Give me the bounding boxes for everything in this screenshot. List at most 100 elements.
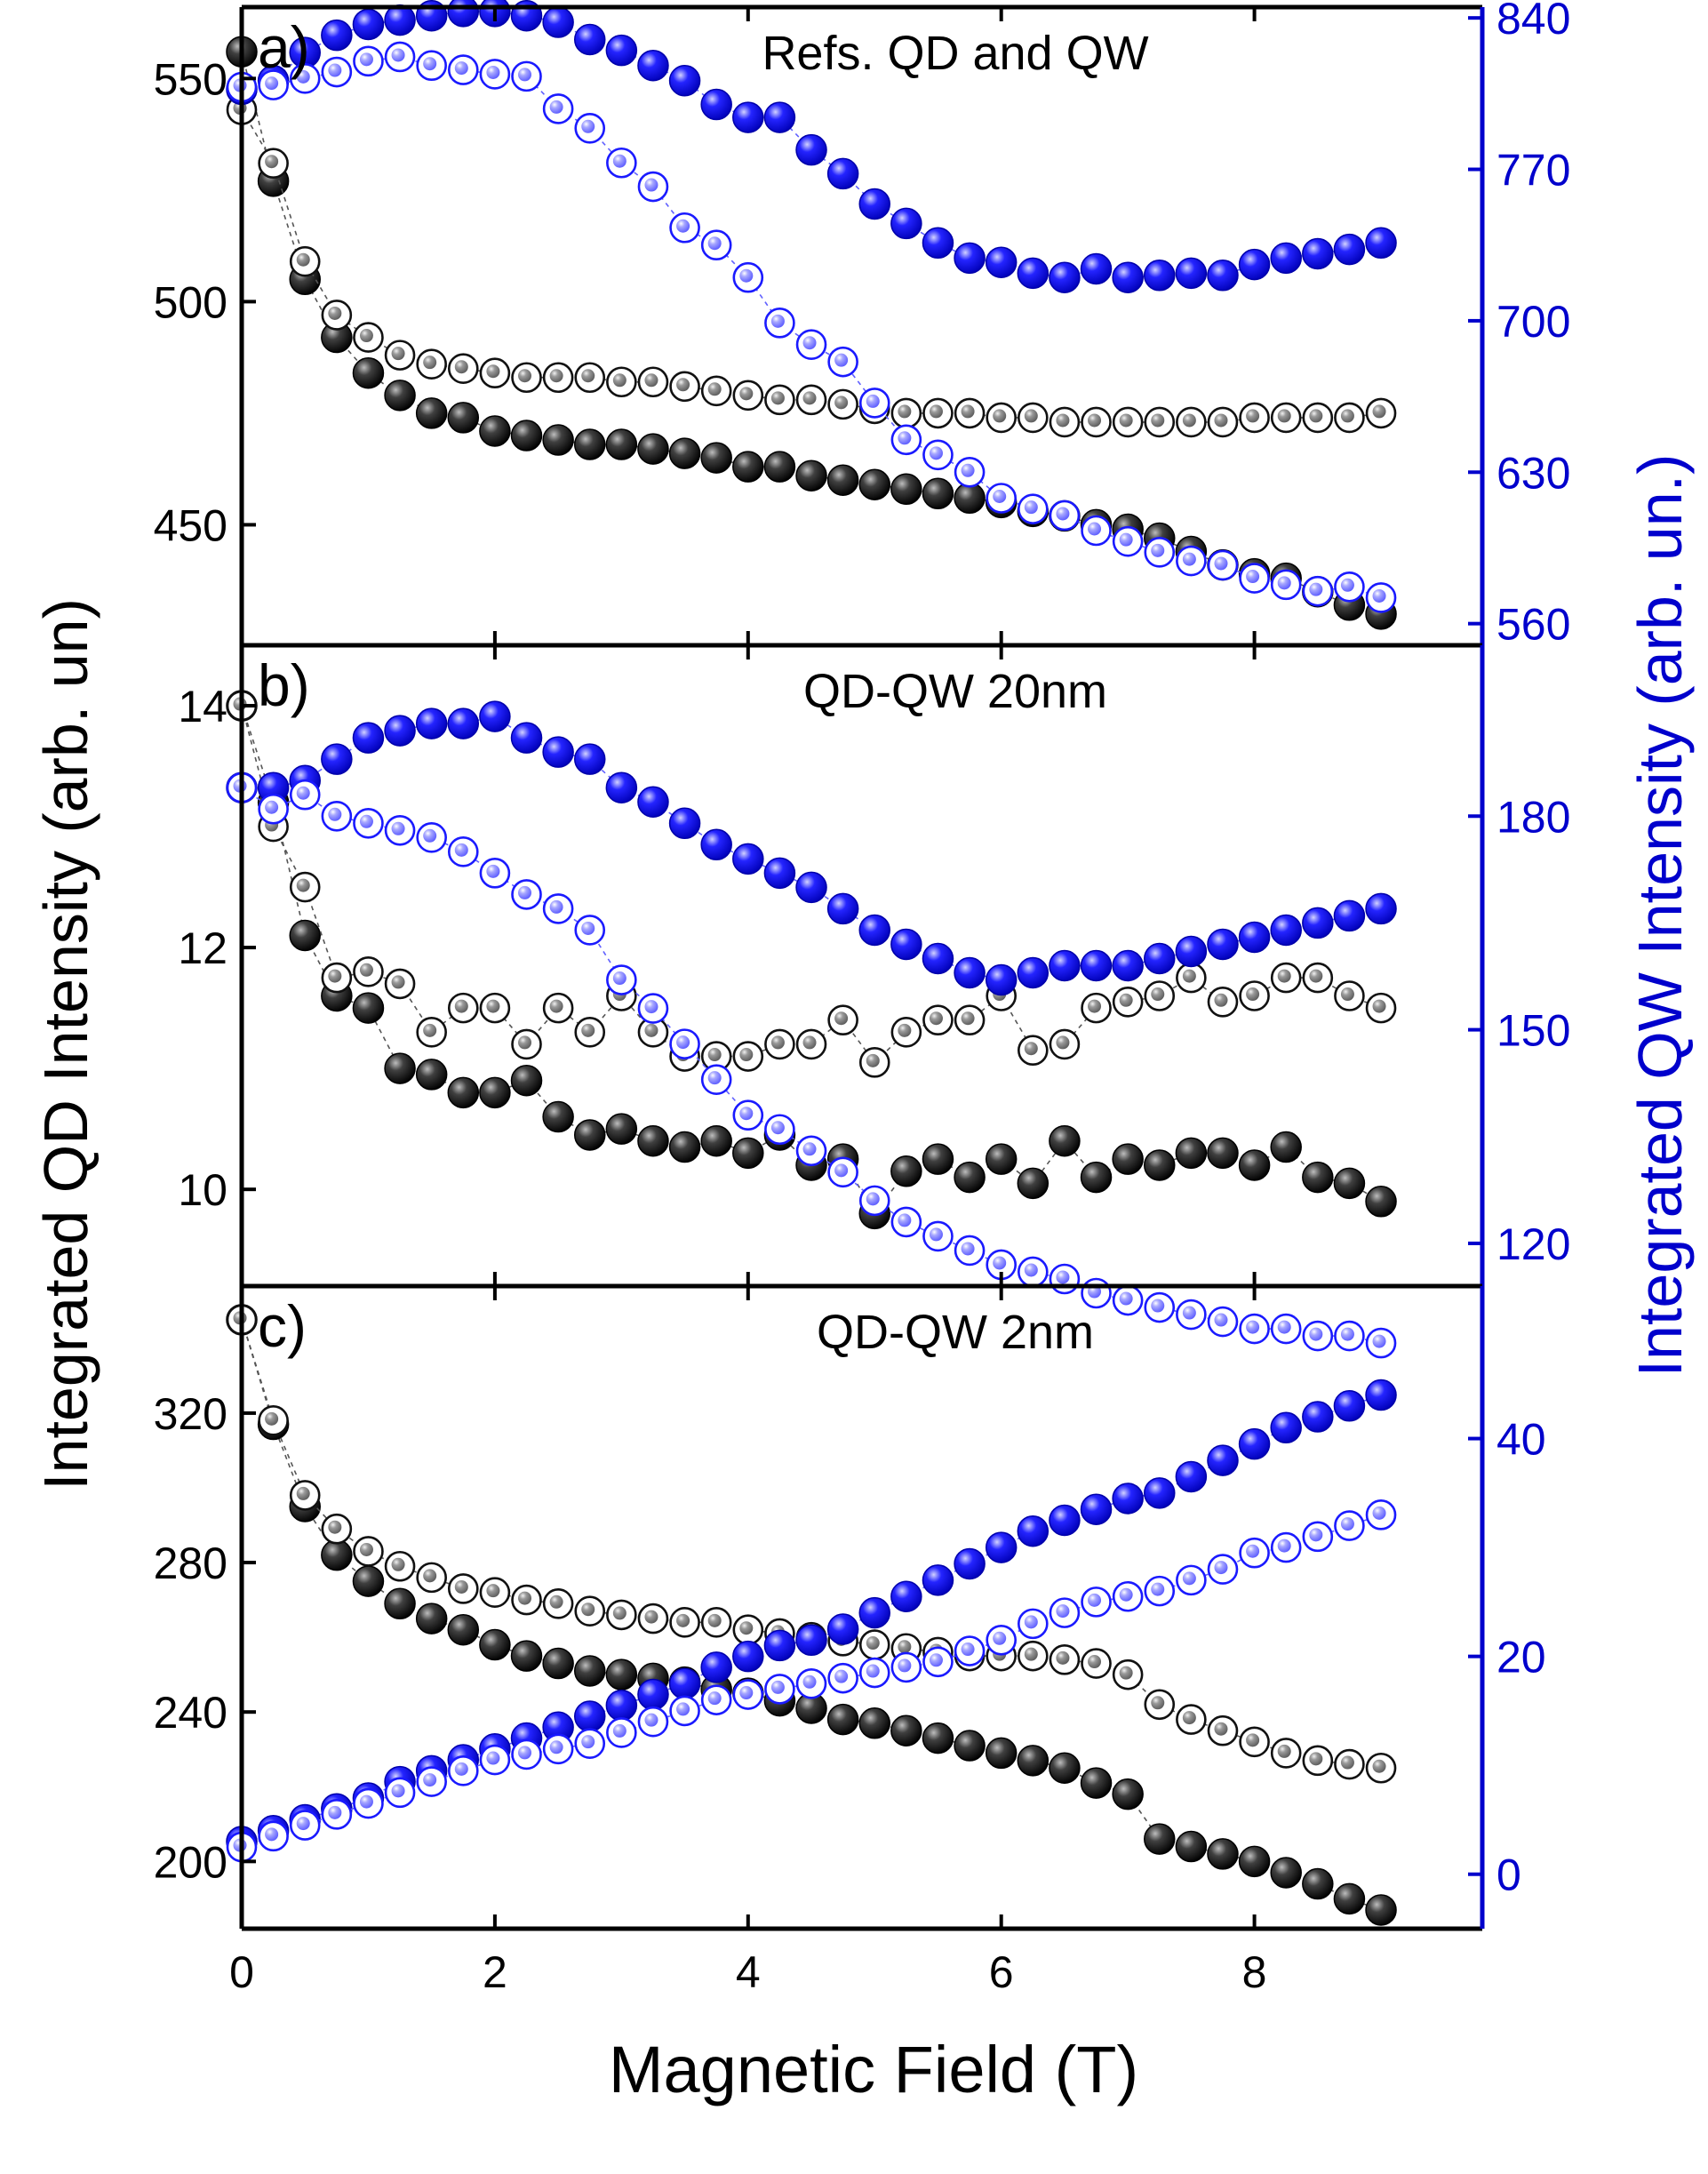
- data-point: [1334, 1748, 1365, 1780]
- data-point-inner-dot: [802, 336, 817, 350]
- data-point: [922, 397, 954, 429]
- data-point-marker: [890, 1155, 922, 1187]
- data-point: [858, 914, 890, 947]
- data-point-marker: [637, 433, 669, 465]
- data-point-inner-dot: [1277, 409, 1291, 423]
- data-point: [258, 148, 289, 180]
- data-point-inner-dot: [1246, 987, 1260, 1002]
- data-point-inner-dot: [549, 1740, 563, 1754]
- data-point-inner-dot: [1246, 1544, 1260, 1558]
- data-point-marker: [858, 468, 890, 500]
- data-point: [954, 242, 986, 275]
- data-point: [1049, 1028, 1081, 1060]
- data-point-marker: [1112, 1143, 1144, 1175]
- data-point: [669, 212, 700, 244]
- data-point: [1207, 1137, 1239, 1170]
- data-point: [511, 879, 542, 910]
- data-point: [637, 1125, 669, 1157]
- y-axis-label-right: Integrated QW Intensity (arb. un.): [1625, 454, 1695, 1378]
- data-point: [1302, 237, 1334, 270]
- data-point: [700, 229, 732, 261]
- data-point: [1238, 1427, 1271, 1460]
- series-qd-open: [226, 1304, 1397, 1784]
- data-point: [415, 397, 448, 429]
- data-point-inner-dot: [328, 63, 342, 77]
- data-point: [384, 41, 416, 73]
- data-point: [1238, 248, 1271, 281]
- data-point: [605, 34, 638, 67]
- data-point: [573, 23, 606, 56]
- data-point: [573, 1700, 606, 1732]
- data-point-marker: [321, 743, 353, 775]
- data-point: [542, 1587, 574, 1619]
- data-point-marker: [1175, 1830, 1208, 1863]
- data-point-marker: [1207, 1444, 1239, 1476]
- data-point: [510, 1064, 543, 1097]
- data-point: [954, 456, 986, 488]
- data-point-inner-dot: [770, 1121, 785, 1135]
- data-point-inner-dot: [644, 1610, 658, 1624]
- data-point: [1081, 406, 1112, 438]
- data-point-inner-dot: [929, 1011, 943, 1026]
- data-point-marker: [542, 1100, 574, 1133]
- data-point-inner-dot: [518, 1035, 532, 1050]
- data-point-inner-dot: [454, 999, 468, 1013]
- data-point-marker: [1017, 257, 1050, 290]
- data-point: [668, 1667, 701, 1700]
- data-point: [542, 893, 574, 924]
- data-point: [1207, 987, 1239, 1018]
- data-point: [1334, 571, 1365, 603]
- data-point-inner-dot: [1309, 409, 1323, 423]
- data-point: [795, 384, 827, 416]
- data-point: [321, 1799, 353, 1830]
- data-point: [542, 362, 574, 394]
- data-point: [605, 1658, 638, 1690]
- data-point: [858, 1596, 890, 1629]
- data-point-inner-dot: [1182, 413, 1196, 428]
- data-point-inner-dot: [454, 360, 468, 374]
- data-point: [511, 1738, 542, 1770]
- data-point: [954, 1730, 986, 1762]
- panel-3: 200 240 280 320 0 20 40 c) QD-QW 2nm: [154, 1283, 1546, 1931]
- data-point: [1018, 493, 1049, 524]
- data-point: [890, 1155, 922, 1187]
- data-point: [795, 1624, 827, 1657]
- data-point: [1144, 1575, 1176, 1607]
- data-point-marker: [700, 88, 732, 121]
- series-qw-open: [226, 1499, 1397, 1863]
- data-point: [732, 1041, 764, 1072]
- y-left-tick-label: 12: [178, 923, 227, 973]
- data-point-inner-dot: [486, 1751, 500, 1765]
- data-point: [922, 439, 954, 471]
- data-point: [1333, 1167, 1366, 1200]
- data-point-marker: [1112, 261, 1144, 293]
- data-point-inner-dot: [518, 68, 532, 82]
- data-point-marker: [542, 736, 574, 768]
- data-point: [826, 1703, 859, 1736]
- data-point: [1334, 1510, 1365, 1541]
- data-point-marker: [352, 356, 385, 389]
- data-point: [1017, 956, 1050, 989]
- data-point-marker: [542, 424, 574, 456]
- data-point-inner-dot: [1088, 1593, 1102, 1607]
- data-point-inner-dot: [1277, 1744, 1291, 1758]
- data-point: [352, 722, 385, 754]
- data-point-marker: [732, 1640, 764, 1673]
- data-point: [986, 1249, 1017, 1281]
- data-point: [954, 1004, 986, 1036]
- data-point: [1112, 1778, 1144, 1810]
- data-point: [1049, 1752, 1081, 1784]
- data-point-marker: [826, 1703, 859, 1736]
- data-point: [668, 807, 701, 840]
- data-point-inner-dot: [993, 409, 1007, 423]
- data-point-marker: [1017, 956, 1050, 989]
- data-point: [1175, 1137, 1208, 1170]
- data-point: [573, 743, 606, 775]
- data-point: [1144, 1689, 1176, 1721]
- data-point-inner-dot: [1024, 1263, 1038, 1277]
- data-point-inner-dot: [929, 1227, 943, 1242]
- data-point-inner-dot: [265, 800, 279, 814]
- data-point-inner-dot: [1151, 1299, 1165, 1313]
- data-point: [384, 1587, 416, 1620]
- data-point-inner-dot: [1088, 999, 1102, 1013]
